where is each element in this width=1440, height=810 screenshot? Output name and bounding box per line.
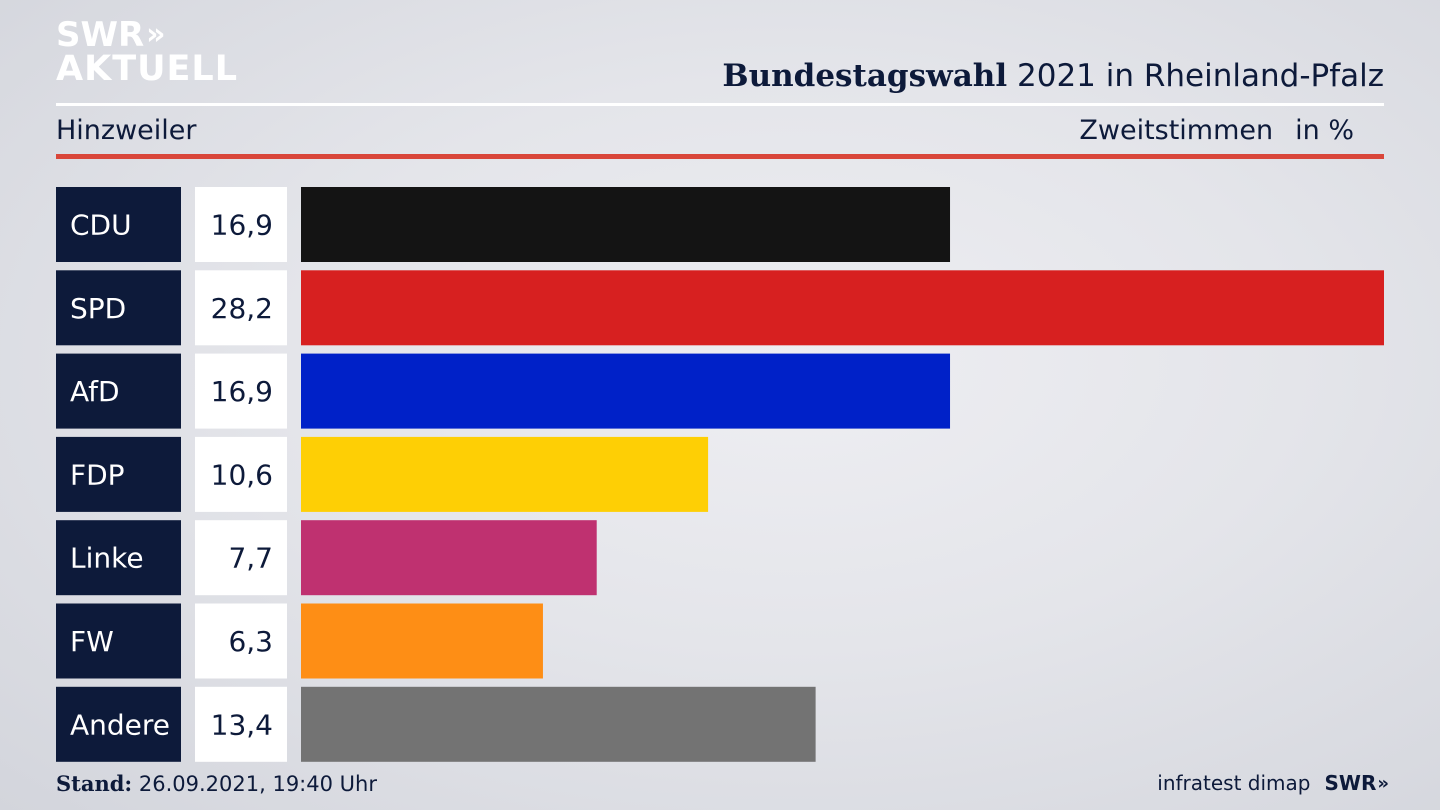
logo-swr-text: SWR: [56, 15, 145, 55]
party-label-box-cdu: [56, 187, 181, 262]
bar-fdp: [301, 436, 709, 512]
value-box-spd: [195, 270, 287, 346]
bar-andere: [301, 686, 816, 762]
value-box-cdu: [195, 187, 287, 262]
party-label-afd: AfD: [70, 375, 120, 408]
value-box-fw: [195, 603, 287, 679]
title-rest: 2021 in Rheinland-Pfalz: [1017, 58, 1384, 94]
party-label-box-fw: [56, 603, 181, 679]
measure-text: Zweitstimmen: [1079, 115, 1274, 146]
timestamp: Stand: 26.09.2021, 19:40 Uhr: [56, 771, 377, 796]
title-bold: Bundestagswahl: [722, 58, 1008, 94]
value-box-linke: [195, 520, 287, 596]
accent-divider: [56, 154, 1384, 159]
swr-aktuell-logo: SWR» AKTUELL: [56, 15, 239, 89]
party-label-fdp: FDP: [70, 458, 125, 491]
chart-title: Bundestagswahl 2021 in Rheinland-Pfalz: [722, 58, 1384, 94]
party-label-linke: Linke: [70, 542, 144, 575]
value-box-andere: [195, 686, 287, 762]
footer-chevrons-icon: »: [1377, 772, 1388, 794]
header-divider: [56, 103, 1384, 106]
value-label-fdp: 10,6: [211, 458, 273, 491]
party-label-andere: Andere: [70, 708, 170, 741]
party-label-box-fdp: [56, 436, 181, 512]
bar-cdu: [301, 187, 951, 262]
stand-label: Stand:: [56, 771, 133, 796]
bar-afd: [301, 353, 951, 429]
source-credit: infratest dimap SWR»: [1157, 771, 1388, 795]
value-label-afd: 16,9: [211, 375, 273, 408]
party-label-spd: SPD: [70, 292, 126, 325]
value-box-fdp: [195, 436, 287, 512]
bar-linke: [301, 520, 597, 596]
bar-spd: [301, 270, 1384, 346]
value-label-linke: 7,7: [228, 542, 273, 575]
value-label-fw: 6,3: [228, 625, 273, 658]
source-text: infratest dimap: [1157, 771, 1311, 795]
value-label-cdu: 16,9: [211, 209, 273, 242]
logo-aktuell-text: AKTUELL: [56, 49, 239, 89]
unit-text: in %: [1295, 115, 1354, 146]
party-label-box-spd: [56, 270, 181, 346]
party-label-box-afd: [56, 353, 181, 429]
party-label-box-linke: [56, 520, 181, 596]
party-label-cdu: CDU: [70, 209, 132, 242]
value-label-spd: 28,2: [211, 292, 273, 325]
party-label-box-andere: [56, 686, 181, 762]
measure-label: Zweitstimmen in %: [1079, 115, 1354, 146]
value-box-afd: [195, 353, 287, 429]
value-label-andere: 13,4: [211, 708, 273, 741]
footer-swr-logo: SWR: [1324, 771, 1377, 795]
location-label: Hinzweiler: [56, 115, 197, 146]
stand-value: 26.09.2021, 19:40 Uhr: [138, 772, 377, 796]
bar-fw: [301, 603, 543, 679]
party-label-fw: FW: [70, 625, 114, 658]
